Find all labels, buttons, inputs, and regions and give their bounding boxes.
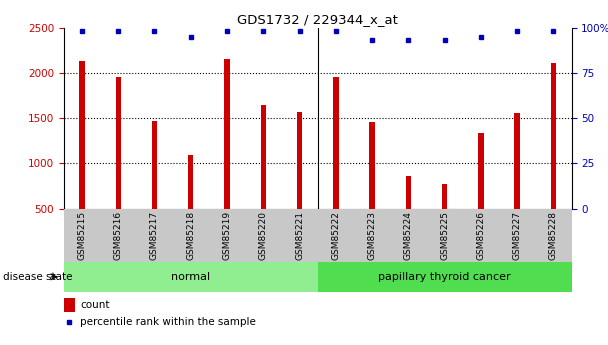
Text: GSM85220: GSM85220 [259,211,268,260]
Bar [369,122,375,209]
Bar [261,106,266,209]
Text: GSM85228: GSM85228 [549,211,558,260]
Bar [406,176,411,209]
Text: papillary thyroid cancer: papillary thyroid cancer [378,272,511,282]
Text: GSM85225: GSM85225 [440,211,449,260]
Bar [442,184,447,209]
Text: disease state: disease state [3,272,72,282]
Bar [297,112,302,209]
Bar [317,262,572,292]
Text: GSM85223: GSM85223 [368,211,376,260]
Bar [478,132,483,209]
Bar [79,61,85,209]
Text: GSM85226: GSM85226 [476,211,485,260]
Text: GSM85221: GSM85221 [295,211,304,260]
Text: GSM85227: GSM85227 [513,211,522,260]
Text: GSM85222: GSM85222 [331,211,340,260]
Bar [551,63,556,209]
Text: GSM85215: GSM85215 [77,211,86,260]
Bar [152,121,157,209]
Bar [64,298,75,312]
Text: GSM85216: GSM85216 [114,211,123,260]
Title: GDS1732 / 229344_x_at: GDS1732 / 229344_x_at [237,13,398,27]
Bar [64,262,317,292]
Bar [116,77,121,209]
Text: GSM85219: GSM85219 [223,211,232,260]
Bar [188,155,193,209]
Text: GSM85224: GSM85224 [404,211,413,260]
Text: percentile rank within the sample: percentile rank within the sample [80,317,256,327]
Bar [514,113,520,209]
Text: count: count [80,300,109,309]
Text: GSM85218: GSM85218 [186,211,195,260]
Text: GSM85217: GSM85217 [150,211,159,260]
Bar [224,59,230,209]
Text: normal: normal [171,272,210,282]
Bar [333,77,339,209]
